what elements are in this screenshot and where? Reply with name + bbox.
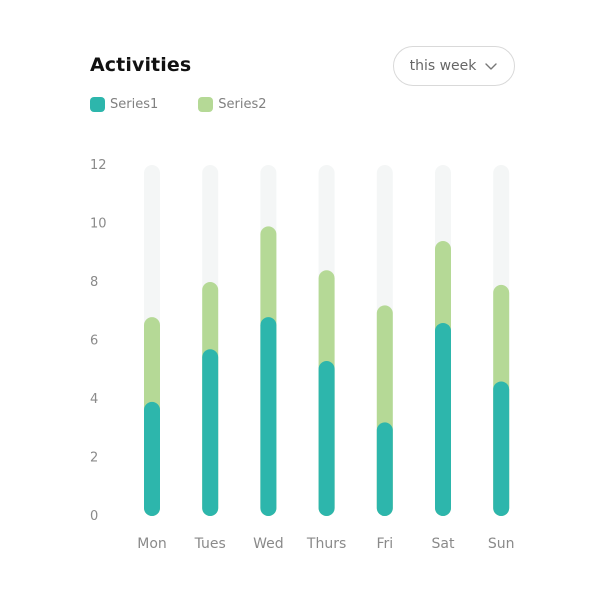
legend-swatch-series1 (90, 97, 105, 112)
chart-legend: Series1 Series2 (90, 97, 267, 112)
bar-series1-sun[interactable] (493, 381, 510, 516)
x-category-label: Wed (253, 536, 284, 552)
period-select-button[interactable]: this week (393, 46, 515, 86)
legend-item-series2[interactable]: Series2 (198, 97, 267, 112)
bar-series1-mon[interactable] (144, 401, 160, 516)
legend-item-series1[interactable]: Series1 (90, 97, 158, 112)
legend-label-series2: Series2 (218, 97, 267, 112)
y-tick-label: 4 (90, 392, 98, 407)
bar-series1-tues[interactable] (202, 349, 219, 516)
period-select-label: this week (409, 58, 477, 74)
y-tick-label: 6 (90, 334, 98, 349)
y-tick-label: 2 (90, 451, 98, 466)
x-category-label: Tues (194, 536, 226, 552)
x-category-label: Sun (488, 536, 515, 552)
x-category-label: Fri (376, 536, 393, 552)
y-tick-label: 8 (90, 275, 98, 290)
y-tick-label: 12 (90, 158, 107, 173)
bar-series1-fri[interactable] (376, 422, 393, 516)
legend-label-series1: Series1 (110, 97, 159, 112)
chart-title: Activities (90, 54, 192, 76)
legend-swatch-series2 (198, 97, 214, 112)
bar-series1-wed[interactable] (260, 317, 277, 516)
y-tick-label: 0 (90, 509, 98, 524)
y-tick-label: 10 (90, 217, 107, 232)
bar-series1-thurs[interactable] (318, 360, 335, 516)
x-category-label: Mon (137, 536, 167, 552)
bar-series1-sat[interactable] (435, 322, 451, 516)
x-category-label: Sat (432, 536, 455, 552)
x-category-label: Thurs (306, 536, 346, 552)
chevron-down-icon (485, 63, 498, 70)
